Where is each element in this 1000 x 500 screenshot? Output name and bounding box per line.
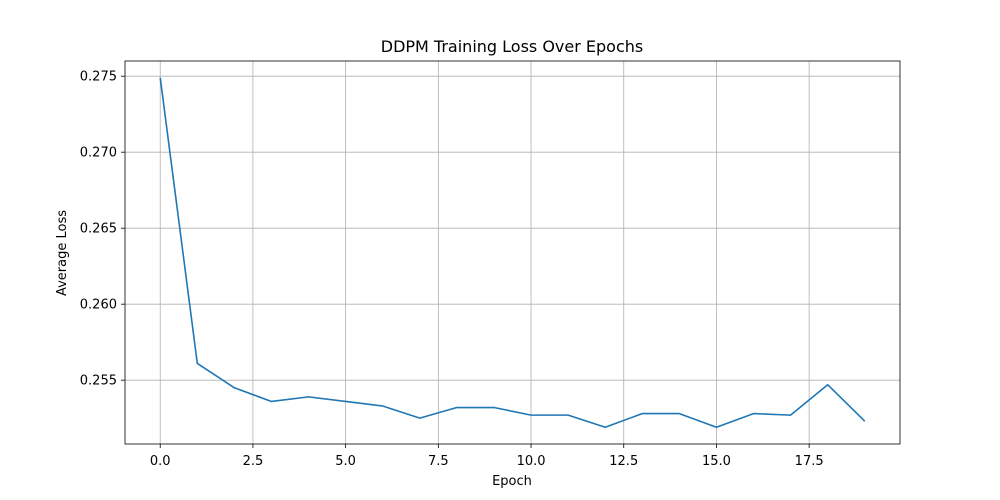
grid (125, 61, 900, 444)
x-tick-label: 0.0 (150, 454, 171, 469)
y-tick-label: 0.270 (80, 146, 117, 161)
x-axis-label: Epoch (492, 474, 532, 489)
x-tick-label: 17.5 (795, 454, 824, 469)
chart-title: DDPM Training Loss Over Epochs (381, 37, 643, 56)
x-tick-label: 7.5 (428, 454, 449, 469)
loss-series-line (159, 77, 866, 429)
series-layer (159, 77, 866, 429)
y-tick-label: 0.275 (80, 70, 117, 85)
y-tick-label: 0.260 (80, 298, 117, 313)
y-axis-label: Average Loss (55, 210, 70, 296)
x-tick-label: 15.0 (702, 454, 731, 469)
y-tick-label: 0.265 (80, 222, 117, 237)
x-tick-label: 10.0 (517, 454, 546, 469)
plot-frame (124, 60, 901, 445)
x-tick-label: 12.5 (609, 454, 638, 469)
y-axis: 0.255 0.260 0.265 0.270 0.275 (80, 70, 125, 389)
y-tick-label: 0.255 (80, 374, 117, 389)
x-tick-label: 2.5 (243, 454, 264, 469)
x-axis: 0.0 2.5 5.0 7.5 10.0 12.5 15.0 17.5 (150, 444, 824, 469)
x-tick-label: 5.0 (335, 454, 356, 469)
